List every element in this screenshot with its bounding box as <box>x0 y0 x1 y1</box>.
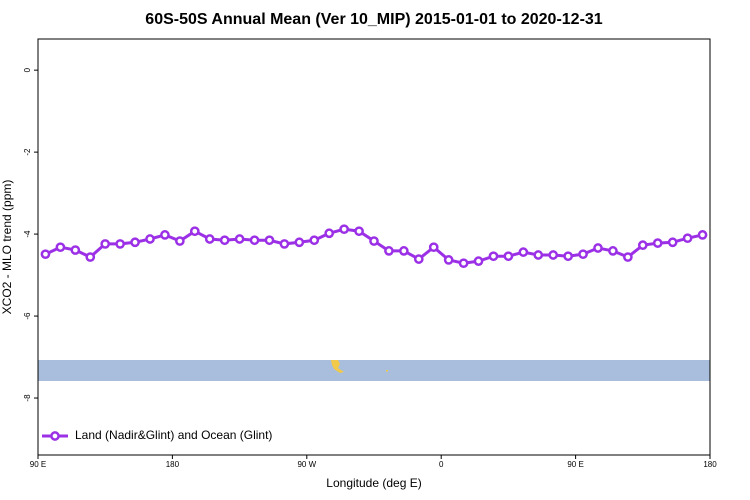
data-point <box>667 237 678 248</box>
data-point <box>593 243 603 253</box>
data-point <box>264 235 275 246</box>
data-point <box>428 242 439 253</box>
land-patch <box>331 360 344 373</box>
x-tick-label: 90 E <box>30 460 46 469</box>
data-point <box>578 249 588 260</box>
data-point <box>443 255 454 265</box>
y-tick-label: -4 <box>23 230 32 238</box>
data-point <box>503 251 514 262</box>
data-point <box>130 237 140 248</box>
data-point <box>175 236 185 246</box>
x-tick-label: 180 <box>703 460 717 469</box>
data-point <box>623 252 633 262</box>
data-point <box>697 230 708 240</box>
data-point <box>115 239 125 249</box>
data-point <box>354 226 364 237</box>
data-point <box>160 230 170 240</box>
data-point <box>145 234 155 244</box>
data-point <box>369 236 379 246</box>
y-axis-label: XCO2 - MLO trend (ppm) <box>0 180 14 315</box>
data-point <box>488 251 499 262</box>
data-point <box>309 235 320 246</box>
data-point <box>294 237 305 248</box>
x-tick-label: 180 <box>166 460 180 469</box>
data-point <box>219 235 230 246</box>
data-point <box>399 246 409 256</box>
data-point <box>85 252 96 262</box>
y-tick-label: 0 <box>23 67 32 72</box>
legend-label: Land (Nadir&Glint) and Ocean (Glint) <box>75 428 272 442</box>
data-point <box>70 245 81 255</box>
data-point <box>518 247 529 257</box>
land-patch <box>386 370 388 372</box>
data-point <box>413 254 424 264</box>
data-point <box>637 240 648 251</box>
data-point <box>324 228 335 239</box>
y-tick-label: -8 <box>23 394 32 402</box>
legend-marker <box>50 431 60 441</box>
data-point <box>548 250 559 260</box>
data-point <box>40 249 51 260</box>
chart-title: 60S-50S Annual Mean (Ver 10_MIP) 2015-01… <box>145 11 603 28</box>
data-point <box>533 250 544 260</box>
y-tick-label: -6 <box>23 312 32 320</box>
map-strip <box>38 360 710 381</box>
y-tick-label: -2 <box>23 148 32 156</box>
x-axis-label: Longitude (deg E) <box>326 476 421 490</box>
data-point <box>339 224 349 235</box>
data-point <box>55 242 66 253</box>
x-tick-label: 0 <box>439 460 444 469</box>
data-point <box>100 239 111 249</box>
data-point <box>204 234 215 244</box>
data-point <box>384 246 394 256</box>
ocean-band <box>38 360 710 381</box>
data-point <box>279 239 290 249</box>
plot-frame <box>37 38 711 456</box>
data-point <box>189 226 200 237</box>
x-tick-label: 90 E <box>567 460 583 469</box>
data-point <box>473 256 484 266</box>
data-point <box>234 234 245 244</box>
data-point <box>652 238 663 248</box>
data-point <box>682 233 693 244</box>
data-point <box>458 258 469 269</box>
data-point <box>563 251 573 262</box>
x-tick-label: 90 W <box>297 460 316 469</box>
data-point <box>608 246 618 256</box>
data-point <box>249 235 260 246</box>
